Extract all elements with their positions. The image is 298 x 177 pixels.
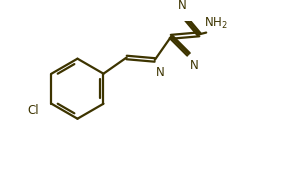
Text: N: N	[190, 59, 199, 72]
Text: NH$_2$: NH$_2$	[204, 16, 228, 31]
Text: N: N	[156, 66, 164, 79]
Text: N: N	[178, 0, 187, 12]
Text: Cl: Cl	[27, 104, 39, 117]
